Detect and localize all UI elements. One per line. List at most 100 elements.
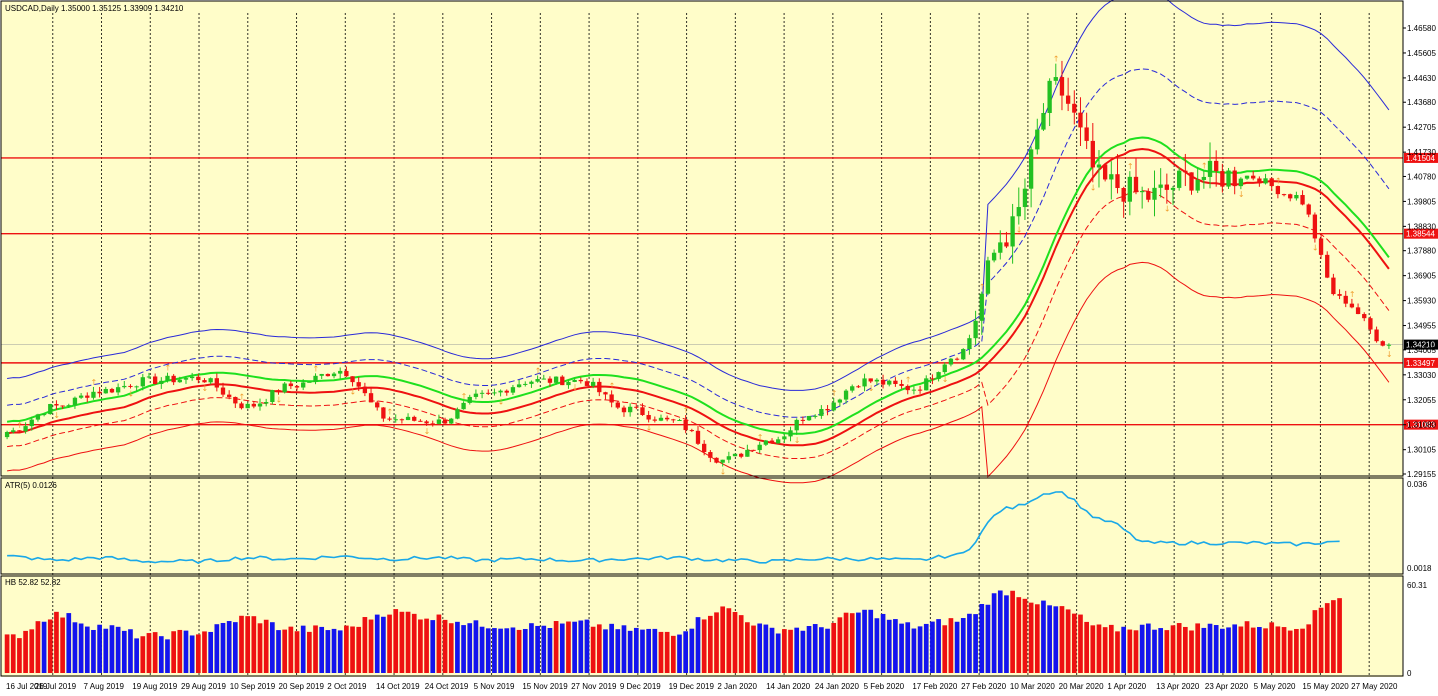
candle-body <box>23 426 28 432</box>
hb-bar <box>307 631 312 673</box>
candle-body <box>720 459 725 463</box>
candle-body <box>825 408 830 411</box>
candle-body <box>621 407 627 413</box>
hb-bar <box>23 630 28 673</box>
hb-bar <box>1090 625 1096 673</box>
candle-body <box>54 404 59 406</box>
hb-bar <box>615 629 621 673</box>
candle-body <box>85 395 90 398</box>
price-tick-label: 1.45605 <box>1407 49 1436 58</box>
fractal-arrow-icon: ↑ <box>1349 290 1356 299</box>
candle-body <box>924 378 929 391</box>
candle-body <box>985 260 991 294</box>
price-tick-label: 1.34955 <box>1407 322 1436 331</box>
price-tick-label: 1.46580 <box>1407 24 1436 33</box>
candle-body <box>109 388 115 393</box>
candle-body <box>967 338 972 350</box>
hb-bar <box>868 609 874 673</box>
candle-body <box>695 430 701 444</box>
hb-bar <box>1108 624 1114 673</box>
hb-bar <box>1152 629 1157 673</box>
hb-bar <box>97 624 102 673</box>
candle-body <box>535 379 540 382</box>
price-tick-label: 1.40780 <box>1407 172 1436 181</box>
candle-body <box>1325 254 1330 278</box>
hb-bar <box>596 624 602 673</box>
panel-frame <box>0 575 1404 677</box>
hb-bar <box>720 606 726 673</box>
candle-body <box>399 419 405 421</box>
x-tick-label: 2 Oct 2019 <box>327 682 367 691</box>
hb-bar <box>152 632 158 673</box>
hb-bar <box>1257 627 1262 673</box>
candle-body <box>1078 112 1083 128</box>
hb-bar <box>239 615 244 673</box>
candle-body <box>979 293 984 321</box>
candle-body <box>1312 214 1318 239</box>
hb-bar <box>47 619 53 673</box>
fractal-arrow-icon: ↑ <box>239 393 246 402</box>
hb-bar <box>344 625 349 673</box>
candle-body <box>60 405 65 407</box>
candle-body <box>208 378 213 383</box>
hb-bar <box>905 622 911 673</box>
candle-body <box>763 440 769 445</box>
candle-body <box>152 376 158 384</box>
x-tick-label: 24 Jan 2020 <box>815 682 860 691</box>
candle-body <box>189 376 195 379</box>
price-tick-label: 1.30105 <box>1407 446 1436 455</box>
x-tick-label: 29 Aug 2019 <box>181 682 226 691</box>
candle-body <box>658 417 664 421</box>
hb-bar <box>979 603 985 673</box>
fractal-arrow-icon: ↑ <box>535 366 542 375</box>
x-tick-label: 24 Oct 2019 <box>425 682 469 691</box>
candle-body <box>424 421 429 424</box>
hb-bar <box>1145 623 1151 673</box>
x-tick-label: 19 Aug 2019 <box>132 682 177 691</box>
price-tick-label: 1.43680 <box>1407 98 1436 107</box>
candle-body <box>220 387 226 395</box>
candle-body <box>837 399 843 403</box>
hb-bar <box>991 593 997 673</box>
hb-bar <box>1331 600 1336 673</box>
candle-body <box>1189 172 1194 191</box>
hb-bar <box>1004 595 1009 673</box>
candle-body <box>640 407 645 416</box>
price-tick-label: 1.42705 <box>1407 123 1436 132</box>
fractal-arrow-icon: ↑ <box>313 364 320 373</box>
hb-bar <box>800 630 806 673</box>
hb-bar <box>751 625 756 673</box>
hb-bar <box>294 631 300 673</box>
fractal-arrow-icon: ↑ <box>90 378 97 387</box>
candle-body <box>1028 149 1034 189</box>
price-tick-label: 1.32055 <box>1407 396 1436 405</box>
hb-bar <box>1084 621 1089 673</box>
x-tick-label: 10 Sep 2019 <box>230 682 276 691</box>
hb-bar <box>640 629 645 673</box>
hb-bar <box>732 611 738 673</box>
level-tag <box>1404 228 1438 239</box>
hb-bar <box>467 623 473 673</box>
candle-body <box>294 386 300 388</box>
candle-body <box>91 391 96 398</box>
hb-bar <box>35 621 41 673</box>
hb-tick-label: 60.31 <box>1407 581 1428 590</box>
hb-panel: 60.31 0 <box>4 581 1428 678</box>
candle-body <box>183 378 189 380</box>
candle-body <box>726 456 732 460</box>
candle-body <box>29 419 34 427</box>
hb-title: HB 52.82 52.82 <box>5 578 61 587</box>
hb-bar <box>195 634 201 673</box>
hb-bar <box>251 616 257 673</box>
candle-body <box>646 415 651 420</box>
candle-body <box>708 452 713 458</box>
hb-bar <box>738 615 744 673</box>
candle-body <box>880 379 886 385</box>
candle-body <box>356 382 361 387</box>
candle-body <box>954 358 960 360</box>
candle-body <box>1158 184 1163 188</box>
candle-body <box>177 379 182 383</box>
hb-bar <box>91 629 96 673</box>
hb-bar <box>202 631 207 673</box>
candle-body <box>128 385 133 387</box>
